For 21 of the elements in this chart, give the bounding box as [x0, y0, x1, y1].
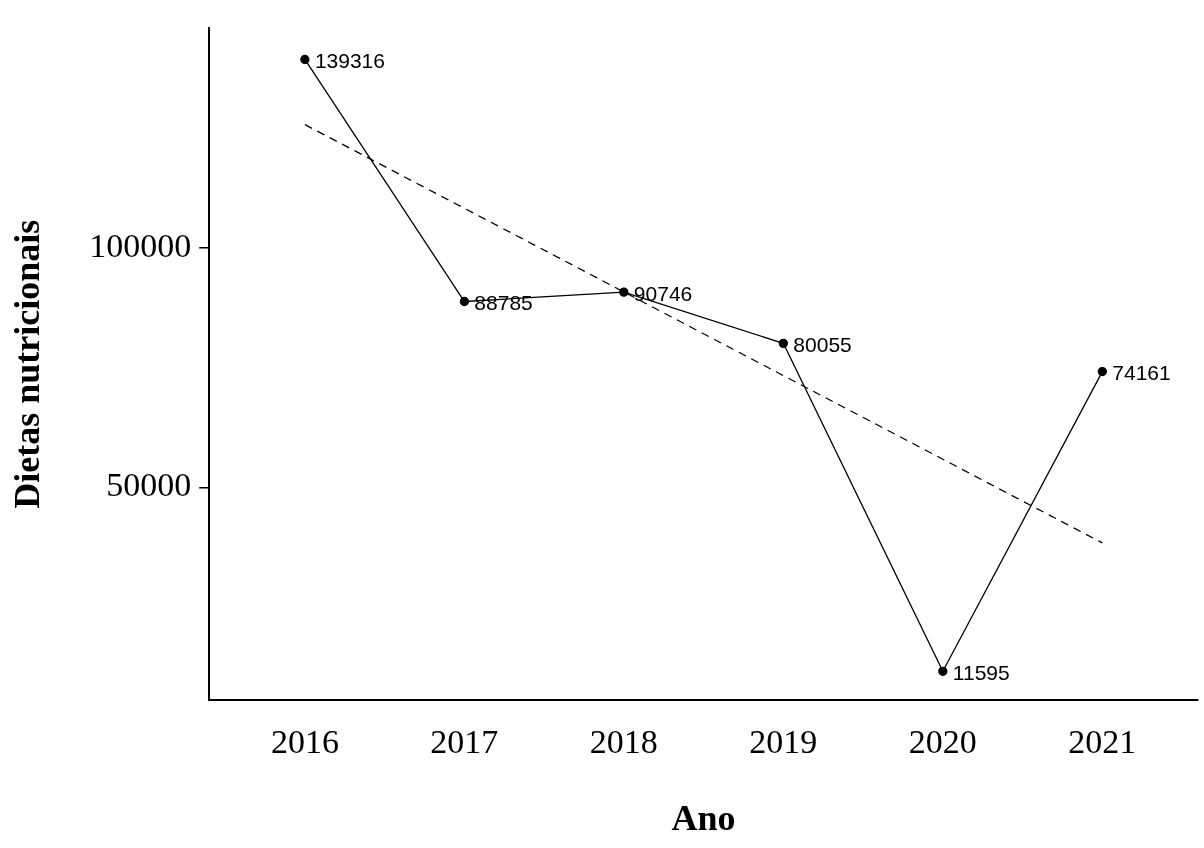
data-label: 11595 — [952, 661, 1010, 685]
data-label: 80055 — [793, 333, 852, 357]
data-label: 139316 — [314, 49, 385, 73]
point — [619, 287, 629, 297]
y-tick-label: 50000 — [106, 466, 192, 504]
y-tick-label: 100000 — [89, 226, 192, 264]
x-tick-label: 2019 — [749, 723, 818, 761]
x-tick-label: 2020 — [908, 723, 977, 761]
point — [938, 666, 948, 676]
point — [459, 296, 470, 307]
point — [300, 54, 310, 65]
x-tick-label: 2021 — [1068, 723, 1137, 761]
point — [778, 338, 788, 348]
x-tick-label: 2016 — [270, 723, 339, 761]
point — [1097, 366, 1107, 377]
x-axis-title: Ano — [671, 797, 736, 838]
data-label: 90746 — [633, 281, 693, 305]
y-axis-title: Dietas nutricionais — [6, 219, 47, 509]
x-tick-label: 2017 — [430, 723, 499, 761]
x-tick-label: 2018 — [589, 723, 658, 761]
data-label: 74161 — [1112, 361, 1171, 385]
